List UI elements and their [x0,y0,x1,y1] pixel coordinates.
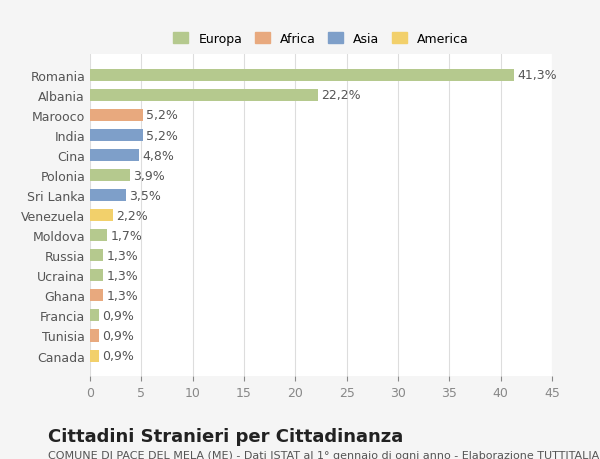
Text: 0,9%: 0,9% [103,329,134,342]
Bar [90,150,139,162]
Bar [90,210,113,222]
Bar [90,230,107,242]
Text: 3,5%: 3,5% [129,189,161,202]
Text: 3,9%: 3,9% [133,169,165,182]
Text: 5,2%: 5,2% [146,129,178,142]
Bar [90,270,103,282]
Bar [90,330,99,342]
Bar [90,70,514,82]
Text: 4,8%: 4,8% [142,149,174,162]
Text: 5,2%: 5,2% [146,109,178,122]
Text: 0,9%: 0,9% [103,349,134,362]
Text: Cittadini Stranieri per Cittadinanza: Cittadini Stranieri per Cittadinanza [48,427,403,445]
Legend: Europa, Africa, Asia, America: Europa, Africa, Asia, America [170,29,472,50]
Text: COMUNE DI PACE DEL MELA (ME) - Dati ISTAT al 1° gennaio di ogni anno - Elaborazi: COMUNE DI PACE DEL MELA (ME) - Dati ISTA… [48,450,600,459]
Bar [90,250,103,262]
Text: 41,3%: 41,3% [517,69,557,82]
Text: 1,7%: 1,7% [110,229,142,242]
Text: 2,2%: 2,2% [116,209,148,222]
Bar [90,310,99,322]
Bar [90,130,143,142]
Bar [90,190,126,202]
Text: 1,3%: 1,3% [106,269,138,282]
Text: 1,3%: 1,3% [106,249,138,262]
Bar [90,110,143,122]
Text: 0,9%: 0,9% [103,309,134,322]
Bar [90,350,99,362]
Bar [90,170,130,182]
Text: 22,2%: 22,2% [321,89,361,102]
Bar [90,290,103,302]
Bar [90,90,318,102]
Text: 1,3%: 1,3% [106,289,138,302]
